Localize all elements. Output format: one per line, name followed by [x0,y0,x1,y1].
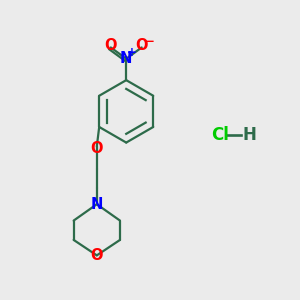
Text: N: N [120,51,132,66]
Text: O: O [91,141,103,156]
Text: −: − [145,35,155,48]
Text: +: + [126,46,136,59]
Text: H: H [243,126,256,144]
Text: O: O [91,248,103,263]
Text: N: N [91,197,103,212]
Text: O: O [104,38,117,52]
Text: Cl: Cl [211,126,229,144]
Text: O: O [135,38,148,52]
